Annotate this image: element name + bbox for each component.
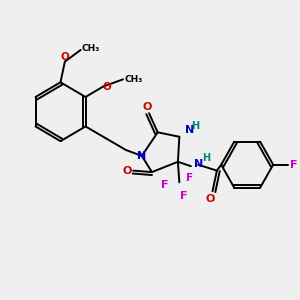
Text: N: N (137, 151, 146, 161)
Text: F: F (180, 190, 188, 201)
Text: O: O (61, 52, 69, 62)
Text: N: N (184, 125, 194, 135)
Text: O: O (122, 166, 131, 176)
Text: CH₃: CH₃ (82, 44, 100, 53)
Text: O: O (206, 194, 215, 204)
Text: O: O (103, 82, 112, 92)
Text: CH₃: CH₃ (125, 75, 143, 84)
Text: F: F (186, 173, 193, 183)
Text: H: H (191, 121, 199, 130)
Text: F: F (161, 180, 169, 190)
Text: N: N (194, 159, 204, 169)
Text: O: O (143, 102, 152, 112)
Text: F: F (290, 160, 298, 170)
Text: H: H (202, 153, 210, 163)
